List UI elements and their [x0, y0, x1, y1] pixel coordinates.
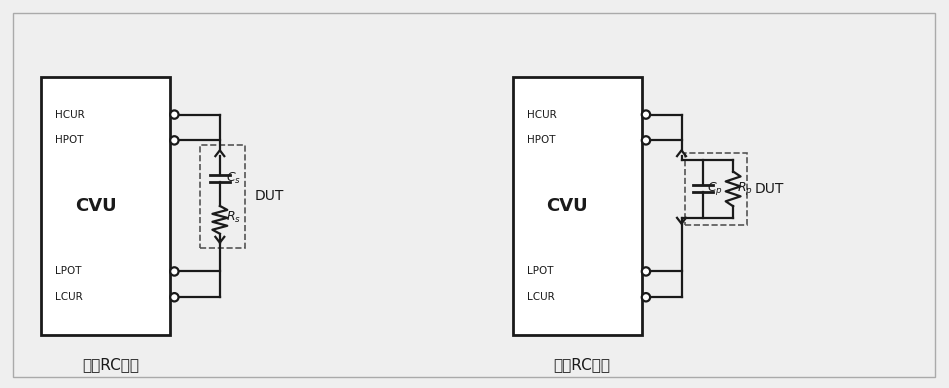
Circle shape: [642, 267, 650, 275]
Bar: [200, 146, 245, 248]
Bar: [685, 153, 747, 225]
Text: $R_s$: $R_s$: [226, 210, 241, 225]
Bar: [512, 77, 642, 335]
Text: LCUR: LCUR: [55, 292, 83, 302]
Circle shape: [170, 293, 178, 301]
Text: HCUR: HCUR: [527, 109, 556, 120]
Circle shape: [170, 267, 178, 275]
Text: CVU: CVU: [75, 197, 117, 215]
Text: HPOT: HPOT: [55, 135, 84, 146]
Circle shape: [642, 136, 650, 145]
Circle shape: [642, 111, 650, 119]
Circle shape: [170, 136, 178, 145]
Text: DUT: DUT: [254, 189, 284, 203]
Circle shape: [170, 111, 178, 119]
Text: LCUR: LCUR: [527, 292, 554, 302]
Text: HPOT: HPOT: [527, 135, 555, 146]
Text: 并联RC配置: 并联RC配置: [553, 357, 611, 372]
Text: DUT: DUT: [755, 182, 785, 196]
Text: $R_p$: $R_p$: [737, 180, 753, 197]
Text: LPOT: LPOT: [527, 267, 553, 276]
Text: $C_s$: $C_s$: [226, 171, 241, 186]
Text: HCUR: HCUR: [55, 109, 84, 120]
Bar: [41, 77, 170, 335]
Text: $C_p$: $C_p$: [707, 180, 723, 197]
Text: LPOT: LPOT: [55, 267, 82, 276]
Text: CVU: CVU: [547, 197, 588, 215]
Circle shape: [642, 293, 650, 301]
Text: 串联RC配置: 串联RC配置: [83, 357, 140, 372]
